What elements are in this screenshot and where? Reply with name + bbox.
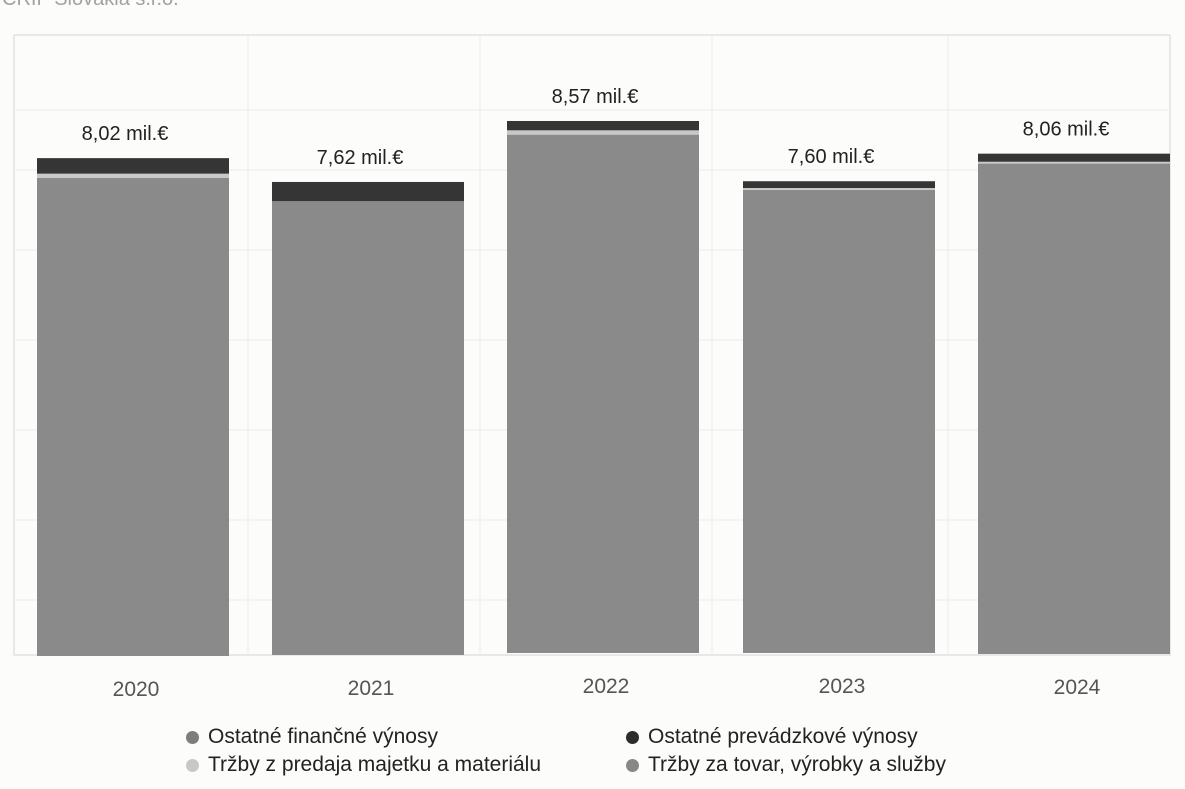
x-tick-label: 2024 (1054, 676, 1101, 699)
total-label: 8,06 mil.€ (1023, 119, 1110, 141)
total-label: 8,02 mil.€ (82, 123, 169, 145)
legend-label-majetok: Tržby z predaja majetku a materiálu (208, 753, 542, 776)
legend-label-financne: Ostatné finančné výnosy (208, 725, 438, 748)
bar-segment[interactable] (507, 121, 699, 131)
company-suffix: s.r.o. (135, 0, 178, 10)
x-tick-label: 2023 (819, 675, 866, 698)
bar-segment[interactable] (37, 173, 229, 179)
legend-swatch-financne (186, 730, 199, 744)
legend-label-trzby: Tržby za tovar, výrobky a služby (648, 753, 946, 776)
bar-segment[interactable] (507, 130, 699, 135)
total-label: 8,57 mil.€ (552, 86, 639, 108)
legend-item-majetok[interactable]: Tržby z predaja majetku a materiálu (186, 751, 626, 779)
legend-item-prevadzkove[interactable]: Ostatné prevádzkové výnosy (626, 723, 1006, 751)
x-tick-label: 2020 (113, 678, 160, 701)
legend-swatch-trzby (626, 758, 639, 772)
bar-segment[interactable] (978, 153, 1170, 162)
legend-swatch-prevadzkove (626, 730, 639, 744)
x-tick-label: 2022 (583, 675, 630, 698)
bar-segment[interactable] (743, 189, 935, 653)
legend-item-trzby[interactable]: Tržby za tovar, výrobky a služby (626, 751, 1006, 779)
bar-segment[interactable] (507, 134, 699, 654)
bar-segment[interactable] (978, 161, 1170, 164)
total-label: 7,60 mil.€ (788, 146, 875, 168)
x-tick-label: 2021 (348, 677, 395, 700)
legend-item-financne[interactable]: Ostatné finančné výnosy (186, 723, 626, 751)
bar-segment[interactable] (272, 181, 464, 202)
bar-segment[interactable] (272, 201, 464, 655)
bar-segment[interactable] (37, 158, 229, 174)
bar-segment[interactable] (743, 181, 935, 189)
legend-label-prevadzkove: Ostatné prevádzkové výnosy (648, 725, 918, 748)
company-name: CRIF Slovakia (2, 0, 130, 10)
legend-swatch-majetok (186, 758, 199, 772)
bar-segment[interactable] (978, 163, 1170, 654)
chart-header: CRIF Slovakia s.r.o. (2, 0, 179, 11)
bar-segment[interactable] (743, 188, 935, 190)
bar-segment[interactable] (37, 178, 229, 656)
chart-legend: Ostatné finančné výnosy Ostatné prevádzk… (186, 723, 1006, 779)
total-label: 7,62 mil.€ (317, 147, 404, 169)
